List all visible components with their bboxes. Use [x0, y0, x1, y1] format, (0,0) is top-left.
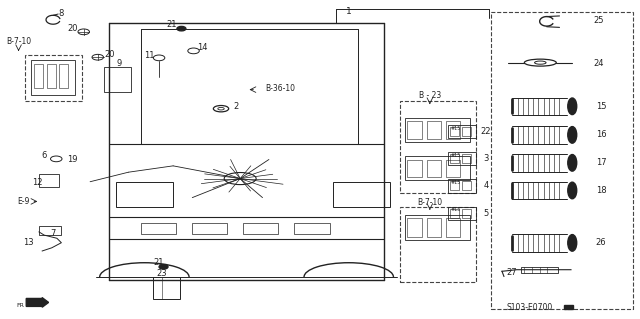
Bar	[463, 182, 470, 190]
Text: 25: 25	[593, 16, 604, 25]
Text: 27: 27	[506, 268, 517, 277]
Bar	[451, 127, 459, 136]
Bar	[31, 60, 75, 95]
Ellipse shape	[568, 234, 577, 251]
Text: 2: 2	[233, 102, 238, 111]
Text: 15: 15	[596, 102, 606, 111]
Ellipse shape	[568, 154, 577, 171]
Text: 16: 16	[596, 130, 606, 139]
Bar	[408, 218, 422, 237]
Bar	[400, 101, 476, 193]
Bar	[39, 174, 60, 187]
Ellipse shape	[568, 127, 577, 143]
Bar	[451, 209, 459, 218]
Text: 24: 24	[593, 59, 604, 68]
Bar	[448, 206, 476, 220]
Bar	[400, 207, 476, 282]
Bar	[564, 305, 573, 309]
Text: 4: 4	[483, 182, 489, 190]
Bar	[34, 63, 43, 88]
Text: 13: 13	[24, 238, 34, 247]
Bar	[446, 160, 460, 177]
Bar	[405, 156, 470, 180]
Bar	[446, 122, 460, 139]
Bar	[408, 160, 422, 177]
Bar	[192, 223, 227, 234]
Text: #15: #15	[451, 152, 461, 158]
Text: 20: 20	[67, 24, 77, 33]
Bar	[448, 124, 476, 138]
Bar	[448, 179, 476, 193]
Text: 7: 7	[51, 229, 56, 238]
Text: #15: #15	[451, 207, 461, 212]
FancyArrow shape	[26, 298, 49, 307]
Text: 3: 3	[483, 154, 489, 163]
Text: 8: 8	[59, 9, 64, 18]
Ellipse shape	[568, 98, 577, 115]
Ellipse shape	[568, 182, 577, 199]
Text: B-7-10: B-7-10	[417, 198, 442, 207]
Text: 9: 9	[116, 59, 122, 68]
Bar	[451, 154, 459, 163]
Bar	[47, 63, 56, 88]
Bar	[333, 182, 390, 207]
Bar	[141, 223, 176, 234]
Text: B - 23: B - 23	[419, 92, 441, 100]
Bar	[451, 182, 459, 190]
Text: 20: 20	[104, 50, 115, 59]
Text: 14: 14	[197, 43, 208, 52]
Text: 21: 21	[154, 258, 164, 267]
Text: 1: 1	[346, 7, 351, 16]
Text: 11: 11	[143, 51, 154, 60]
Text: 23: 23	[156, 269, 167, 278]
Bar	[405, 215, 470, 241]
Bar	[104, 67, 131, 92]
Bar	[427, 160, 441, 177]
Bar	[463, 209, 470, 218]
Circle shape	[177, 26, 186, 31]
Text: 18: 18	[596, 186, 606, 195]
Bar	[60, 63, 68, 88]
Bar	[405, 118, 470, 142]
Text: 12: 12	[33, 178, 43, 187]
Text: 26: 26	[596, 238, 606, 247]
Text: #15: #15	[451, 180, 461, 185]
Circle shape	[159, 265, 168, 269]
Text: 6: 6	[42, 151, 47, 160]
Text: B-7-10: B-7-10	[6, 38, 31, 47]
Text: 22: 22	[481, 127, 492, 136]
Bar	[39, 226, 61, 235]
Bar	[25, 55, 83, 101]
Bar	[463, 154, 470, 163]
Text: FR: FR	[16, 303, 24, 308]
Bar	[521, 268, 558, 272]
Text: 17: 17	[596, 158, 606, 167]
Bar	[427, 122, 441, 139]
Bar	[491, 12, 633, 309]
Text: #15: #15	[451, 125, 461, 130]
Bar	[446, 218, 460, 237]
Text: B-36-10: B-36-10	[266, 85, 296, 93]
Text: 19: 19	[67, 155, 77, 164]
Bar	[427, 218, 441, 237]
Bar	[408, 122, 422, 139]
Bar	[448, 152, 476, 165]
Bar	[463, 127, 470, 136]
Text: E-9: E-9	[17, 197, 29, 206]
Bar	[116, 182, 173, 207]
Text: 21: 21	[166, 20, 177, 29]
Bar	[153, 277, 179, 299]
Text: S103-E0700: S103-E0700	[506, 303, 552, 312]
Bar	[243, 223, 278, 234]
Text: 5: 5	[483, 209, 489, 218]
Bar	[294, 223, 330, 234]
